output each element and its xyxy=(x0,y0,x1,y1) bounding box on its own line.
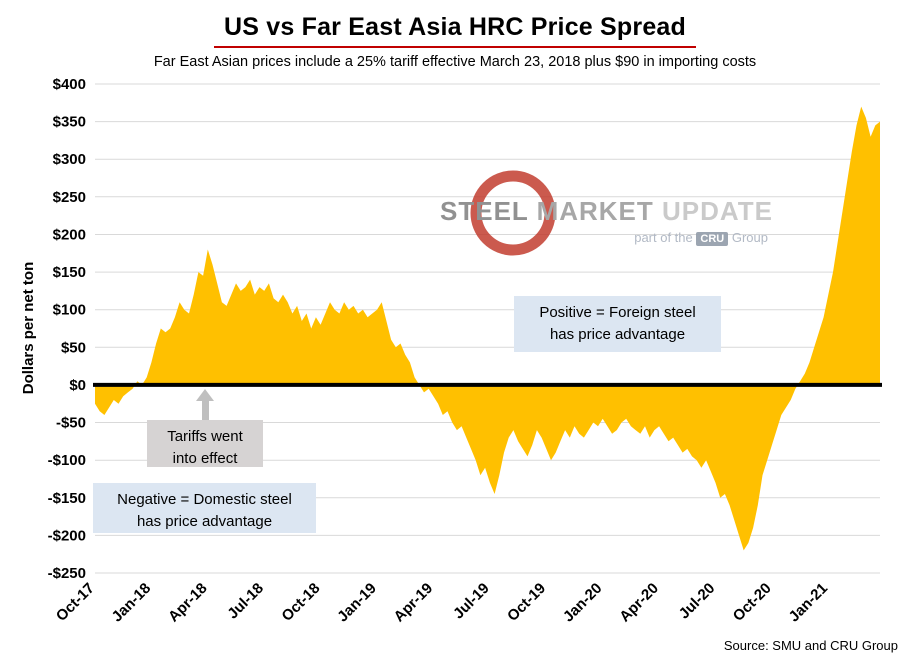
y-tick-label: $50 xyxy=(61,339,86,356)
x-tick-label: Jul-18 xyxy=(224,580,267,623)
y-tick-label: -$150 xyxy=(48,490,86,507)
watermark-tagline: part of the CRU Group xyxy=(634,230,768,246)
y-tick-label: $250 xyxy=(53,189,86,206)
chart-title: US vs Far East Asia HRC Price Spread xyxy=(223,13,687,41)
x-tick-label: Oct-17 xyxy=(53,580,98,625)
y-tick-label: -$50 xyxy=(56,415,86,432)
watermark: STEEL MARKET UPDATE part of the CRU Grou… xyxy=(440,168,773,260)
x-tick-label: Jul-20 xyxy=(676,580,719,623)
tariff-arrow-icon xyxy=(196,389,214,420)
annotation-positive-spread: Positive = Foreign steel has price advan… xyxy=(514,296,721,352)
y-tick-label: -$200 xyxy=(48,527,86,544)
annotation-tariffs-line2: into effect xyxy=(172,449,238,467)
annotation-positive-line2: has price advantage xyxy=(549,325,686,343)
y-tick-label: $0 xyxy=(69,377,86,394)
cru-badge: CRU xyxy=(696,232,729,246)
annotation-negative-line1: Negative = Domestic steel xyxy=(117,491,292,508)
watermark-tagline-suffix: Group xyxy=(731,230,768,245)
y-tick-label: $400 xyxy=(53,76,86,93)
annotation-negative-spread: Negative = Domestic steel has price adva… xyxy=(93,483,316,533)
title-underline xyxy=(214,46,696,48)
x-tick-label: Apr-20 xyxy=(616,580,662,626)
annotation-negative-line2: has price advantage xyxy=(136,512,273,530)
chart-subtitle: Far East Asian prices include a 25% tari… xyxy=(153,54,757,70)
area-series xyxy=(95,106,880,551)
arrow-stem xyxy=(201,401,209,420)
x-tick-label: Jan-20 xyxy=(560,580,606,626)
y-tick-label: $100 xyxy=(53,302,86,319)
arrow-head xyxy=(196,389,214,401)
y-tick-label: $350 xyxy=(53,114,86,131)
watermark-wordmark: STEEL MARKET UPDATE xyxy=(440,196,773,227)
y-tick-label: $200 xyxy=(53,227,86,244)
annotation-tariffs: Tariffs went into effect xyxy=(147,420,263,467)
y-tick-label: $150 xyxy=(53,264,86,281)
x-tick-label: Jan-21 xyxy=(785,580,831,626)
x-tick-label: Apr-19 xyxy=(391,580,437,626)
watermark-word-market: MARKET xyxy=(536,196,654,226)
y-tick-label: $300 xyxy=(53,151,86,168)
x-tick-label: Jan-18 xyxy=(109,580,155,626)
y-tick-label: -$100 xyxy=(48,452,86,469)
y-tick-label: -$250 xyxy=(48,565,86,582)
x-tick-label: Apr-18 xyxy=(165,580,211,626)
annotation-positive-line1: Positive = Foreign steel xyxy=(539,304,696,321)
x-tick-label: Jan-19 xyxy=(334,580,380,626)
x-tick-label: Oct-18 xyxy=(278,580,323,625)
x-tick-label: Oct-19 xyxy=(504,580,549,625)
watermark-tagline-prefix: part of the xyxy=(634,230,693,245)
smu-ring-icon xyxy=(470,170,556,256)
watermark-word-update: UPDATE xyxy=(662,196,773,226)
x-tick-label: Jul-19 xyxy=(450,580,493,623)
x-tick-label: Oct-20 xyxy=(730,580,775,625)
watermark-word-steel: STEEL xyxy=(440,196,529,226)
source-note: Source: SMU and CRU Group xyxy=(723,638,898,653)
annotation-tariffs-line1: Tariffs went xyxy=(167,428,243,445)
